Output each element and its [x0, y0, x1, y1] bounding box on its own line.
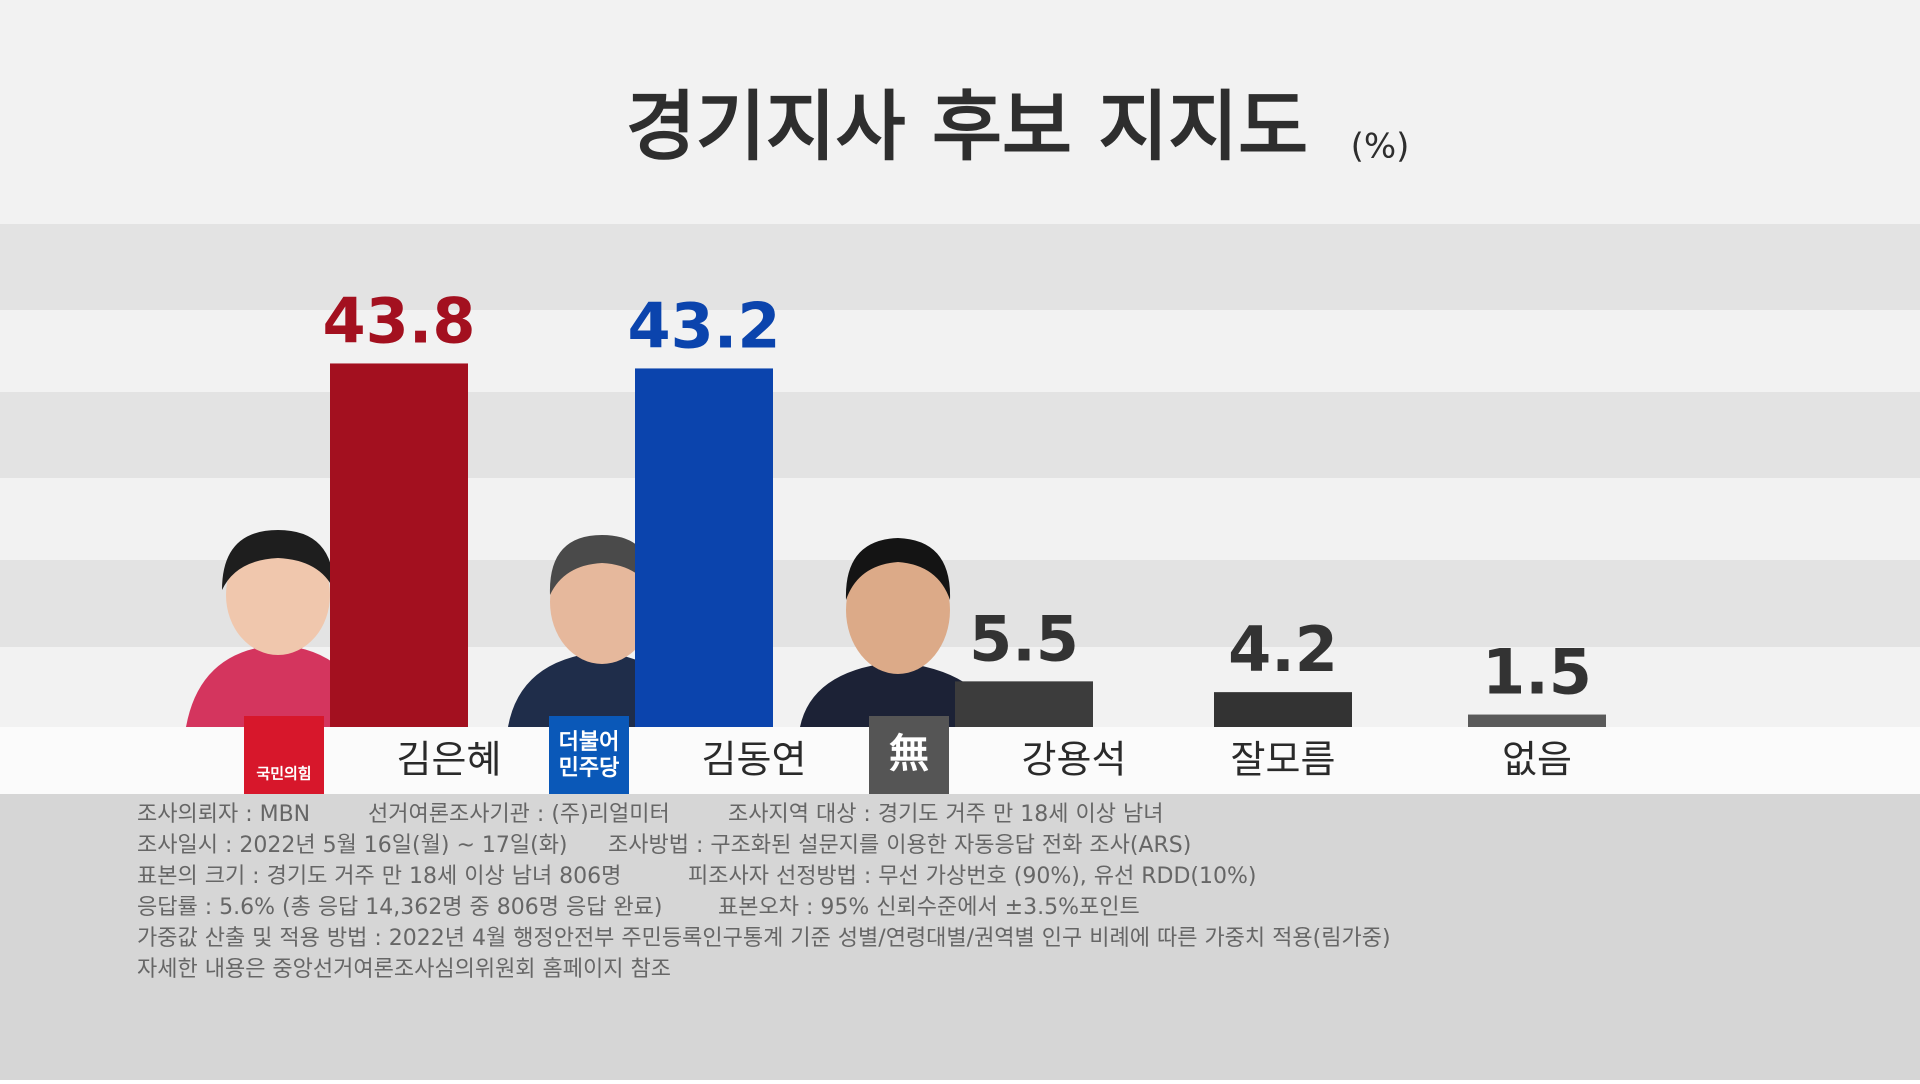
chart-title: 경기지사 후보 지지도: [626, 82, 1308, 171]
stripe: [0, 392, 1920, 478]
candidate-photo: [186, 530, 370, 727]
category-label: 잘모름: [1231, 738, 1336, 782]
party-label: 無: [889, 731, 929, 777]
party-label: 국민의힘: [256, 765, 311, 783]
bar: [1468, 714, 1606, 727]
footnote: 자세한 내용은 중앙선거여론조사심의위원회 홈페이지 참조: [137, 957, 671, 982]
footnote: 표본오차 : 95% 신뢰수준에서 ±3.5%포인트: [718, 895, 1140, 920]
unit-label: (%): [1351, 127, 1410, 167]
candidate-photo: [800, 538, 1000, 727]
value-label: 4.2: [1228, 613, 1338, 686]
bar: [635, 368, 773, 727]
notes-panel: [0, 794, 1920, 1080]
party-label: 민주당: [559, 756, 620, 781]
footnote: 응답률 : 5.6% (총 응답 14,362명 중 806명 응답 완료): [137, 895, 663, 920]
value-label: 43.2: [628, 290, 781, 363]
category-label: 김동연: [702, 738, 807, 782]
footnote: 표본의 크기 : 경기도 거주 만 18세 이상 남녀 806명: [137, 864, 621, 889]
value-label: 5.5: [969, 602, 1079, 675]
footnote: 조사지역 대상 : 경기도 거주 만 18세 이상 남녀: [728, 802, 1163, 827]
category-label: 강용석: [1022, 738, 1127, 782]
party-logo: [549, 716, 629, 794]
party-logo: [244, 716, 324, 794]
category-label: 없음: [1502, 738, 1572, 782]
bar: [1214, 692, 1352, 727]
category-label: 김은혜: [397, 738, 502, 782]
value-label: 1.5: [1482, 636, 1592, 709]
footnote: 가중값 산출 및 적용 방법 : 2022년 4월 행정안전부 주민등록인구통계…: [137, 926, 1391, 951]
party-label: 더불어: [559, 730, 620, 755]
footnote: 조사방법 : 구조화된 설문지를 이용한 자동응답 전화 조사(ARS): [608, 833, 1191, 858]
footnote: 피조사자 선정방법 : 무선 가상번호 (90%), 유선 RDD(10%): [688, 864, 1257, 889]
bar: [955, 681, 1093, 727]
footnote: 조사의뢰자 : MBN: [137, 802, 310, 827]
bar: [330, 363, 468, 727]
stripe: [0, 224, 1920, 310]
party-logo: [869, 716, 949, 794]
footnote: 조사일시 : 2022년 5월 16일(월) ~ 17일(화): [137, 833, 568, 858]
footnote: 선거여론조사기관 : (주)리얼미터: [368, 802, 670, 827]
value-label: 43.8: [323, 285, 476, 358]
